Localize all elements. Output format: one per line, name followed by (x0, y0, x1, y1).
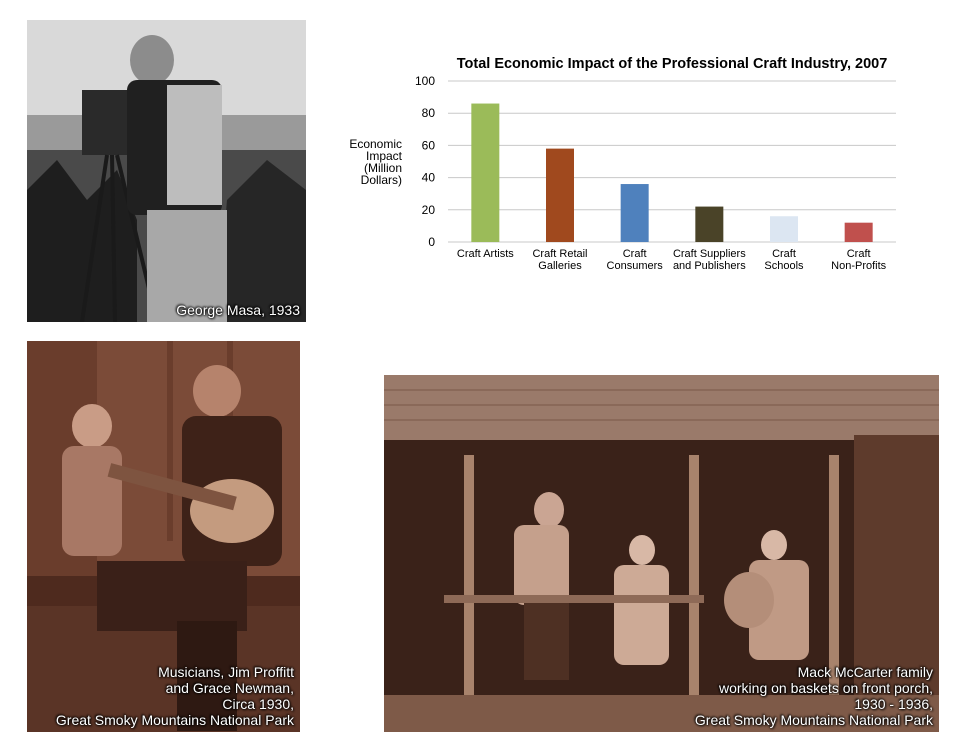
x-category-label: Galleries (538, 260, 582, 272)
x-category-label: Consumers (607, 260, 664, 272)
x-category-label: Craft (623, 248, 647, 260)
mccarter-photo-image (384, 375, 939, 732)
y-tick-label: 100 (415, 74, 435, 88)
photo-musicians: Musicians, Jim Proffitt and Grace Newman… (27, 341, 300, 732)
musicians-caption-line: and Grace Newman, (165, 680, 294, 696)
y-axis-ticks: 0 20 40 60 80 100 (415, 74, 435, 249)
x-axis-categories: Craft Artists Craft RetailGalleriesCraftC… (457, 248, 887, 272)
masa-photo-image (27, 20, 306, 322)
musicians-caption-line: Musicians, Jim Proffitt (158, 664, 294, 680)
chart-title: Total Economic Impact of the Professiona… (457, 56, 888, 72)
x-category-label: Craft Artists (457, 248, 514, 260)
bar (471, 103, 500, 242)
x-category-label: Craft (772, 248, 796, 260)
y-axis-label-line: (Million (364, 161, 402, 175)
mccarter-caption-line: Mack McCarter family (797, 664, 933, 680)
x-category-label: Craft Retail (532, 248, 587, 260)
bar (695, 206, 724, 242)
y-tick-label: 60 (422, 138, 436, 152)
y-axis-label-line: Economic (349, 137, 402, 151)
y-tick-label: 80 (422, 106, 436, 120)
chart-gridlines (448, 80, 896, 243)
x-category-label: Non-Profits (831, 260, 887, 272)
chart-svg: Total Economic Impact of the Professiona… (349, 56, 896, 272)
mccarter-caption-line: 1930 - 1936, (854, 696, 933, 712)
musicians-photo-image (27, 341, 300, 732)
photo-mccarter-family: Mack McCarter family working on baskets … (384, 375, 939, 732)
x-category-label: Craft Suppliers (673, 248, 746, 260)
y-tick-label: 0 (428, 235, 435, 249)
bar (620, 184, 649, 242)
y-tick-label: 40 (422, 171, 436, 185)
y-axis-label-line: Dollars) (361, 173, 402, 187)
x-category-label: Schools (764, 260, 804, 272)
masa-caption: George Masa, 1933 (176, 302, 300, 318)
x-category-label: Craft (847, 248, 871, 260)
bar (546, 148, 574, 242)
mccarter-caption: Mack McCarter family working on baskets … (695, 664, 933, 728)
y-axis-label-line: Impact (366, 149, 403, 163)
musicians-caption-line: Great Smoky Mountains National Park (55, 712, 294, 728)
y-tick-label: 20 (422, 203, 436, 217)
musicians-caption: Musicians, Jim Proffitt and Grace Newman… (56, 664, 294, 728)
chart-bars (471, 103, 873, 242)
masa-caption-line: George Masa, 1933 (176, 302, 300, 318)
bar (844, 222, 873, 242)
musicians-caption-line: Circa 1930, (222, 696, 294, 712)
mccarter-caption-line: Great Smoky Mountains National Park (694, 712, 933, 728)
economic-impact-chart: Total Economic Impact of the Professiona… (330, 50, 930, 290)
x-category-label: and Publishers (673, 260, 746, 272)
mccarter-caption-line: working on baskets on front porch, (718, 680, 933, 696)
photo-george-masa: George Masa, 1933 (27, 20, 306, 322)
bar (770, 216, 798, 242)
